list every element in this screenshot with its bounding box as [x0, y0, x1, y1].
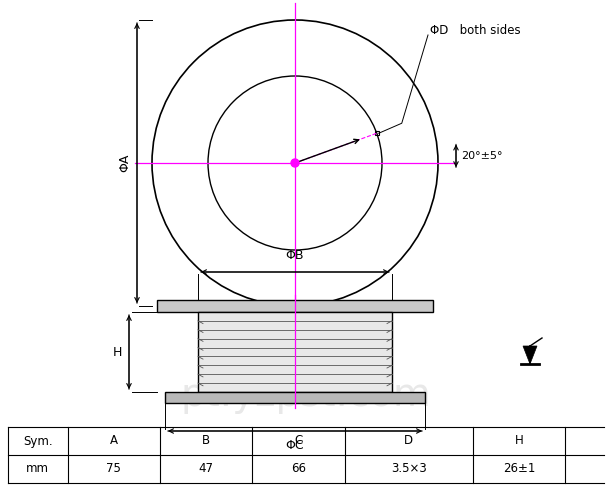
Text: H: H	[514, 435, 524, 448]
Text: ΦD   both sides: ΦD both sides	[430, 23, 521, 36]
Text: H: H	[112, 345, 122, 358]
Text: 66: 66	[291, 463, 306, 476]
Circle shape	[291, 159, 299, 167]
Text: 47: 47	[199, 463, 214, 476]
Text: mm: mm	[26, 463, 49, 476]
Text: D: D	[404, 435, 414, 448]
Text: ΦC: ΦC	[286, 439, 304, 452]
Text: B: B	[202, 435, 210, 448]
Text: 3.5×3: 3.5×3	[391, 463, 426, 476]
Polygon shape	[523, 346, 537, 364]
Text: 26±1: 26±1	[503, 463, 535, 476]
Text: 75: 75	[106, 463, 121, 476]
Text: pt.yzpst.com: pt.yzpst.com	[180, 376, 431, 414]
Bar	[375, 131, 379, 135]
Bar	[157, 300, 433, 312]
Text: 20°±5°: 20°±5°	[461, 151, 502, 161]
Text: A: A	[110, 435, 118, 448]
Bar	[165, 392, 425, 403]
Text: ΦB: ΦB	[286, 249, 304, 262]
Text: ΦA: ΦA	[119, 154, 131, 172]
Text: Sym.: Sym.	[23, 435, 53, 448]
Bar	[198, 312, 392, 392]
Text: C: C	[295, 435, 302, 448]
